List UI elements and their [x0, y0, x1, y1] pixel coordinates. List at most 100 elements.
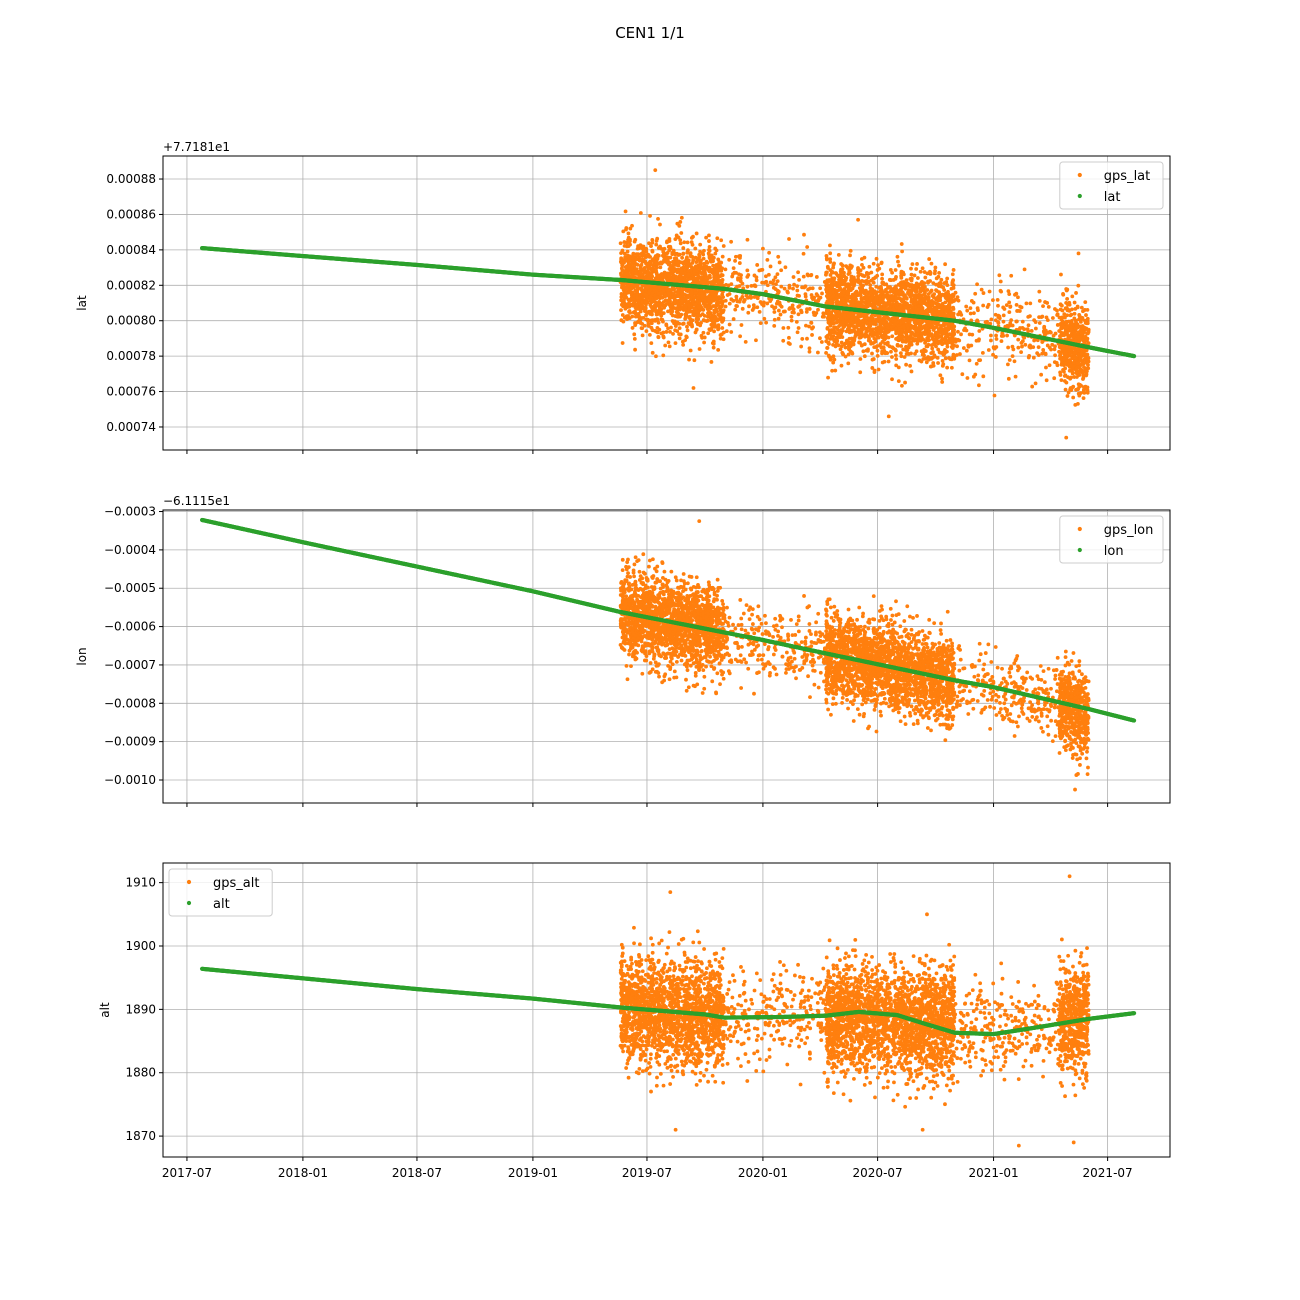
- gps-point: [839, 344, 844, 349]
- gps-point: [862, 326, 867, 331]
- gps-point: [631, 252, 636, 257]
- gps-point: [740, 281, 745, 286]
- gps-point: [961, 346, 966, 350]
- gps-point: [865, 348, 870, 353]
- gps-point: [776, 308, 781, 313]
- gps-point: [872, 370, 877, 374]
- gps-point: [673, 252, 678, 257]
- gps-point: [950, 279, 955, 284]
- gps-point: [723, 304, 728, 309]
- gps-point: [805, 245, 810, 249]
- gps-point: [717, 260, 722, 264]
- gps-point: [707, 233, 711, 238]
- gps-point: [694, 320, 699, 324]
- gps-point: [787, 335, 791, 340]
- gps-point: [706, 331, 711, 336]
- gps-point: [940, 311, 945, 316]
- gps-point: [819, 340, 824, 344]
- gps-point: [928, 270, 933, 275]
- gps-point: [1045, 318, 1050, 322]
- gps-point: [951, 331, 955, 336]
- gps-point: [891, 346, 896, 351]
- gps-point: [902, 285, 907, 290]
- gps-point: [818, 336, 822, 341]
- figure-title: CEN1 1/1: [615, 24, 685, 42]
- gps-point: [701, 318, 706, 322]
- gps-point: [623, 209, 628, 214]
- gps-point: [956, 329, 960, 334]
- gps-point: [981, 374, 986, 379]
- gps-point: [810, 295, 814, 300]
- gps-point: [813, 313, 818, 317]
- gps-point: [898, 351, 903, 356]
- gps-point: [643, 300, 648, 305]
- gps-point: [862, 255, 867, 260]
- gps-point: [720, 302, 725, 307]
- gps-point: [880, 272, 885, 277]
- gps-point: [711, 304, 716, 308]
- gps-point: [885, 351, 890, 355]
- gps-point: [1018, 304, 1023, 309]
- gps-point: [842, 313, 847, 318]
- gps-point: [874, 284, 879, 289]
- gps-point: [894, 275, 898, 279]
- gps-point: [837, 330, 841, 335]
- gps-point: [931, 342, 936, 347]
- gps-point: [968, 311, 973, 316]
- gps-point: [671, 275, 676, 279]
- gps-point: [1016, 295, 1020, 300]
- gps-point: [845, 266, 850, 270]
- gps-point: [691, 295, 696, 299]
- gps-point: [828, 278, 832, 283]
- gps-point: [924, 344, 929, 349]
- gps-point: [1041, 348, 1046, 352]
- gps-point: [715, 236, 720, 241]
- gps-point: [805, 307, 809, 312]
- gps-point: [703, 273, 708, 277]
- gps-point: [668, 330, 672, 334]
- gps-point: [635, 285, 640, 290]
- gps-point: [715, 270, 720, 275]
- gps-point: [881, 280, 886, 285]
- gps-point: [918, 269, 923, 274]
- gps-point: [716, 323, 721, 327]
- gps-point: [662, 246, 667, 251]
- gps-point: [1081, 309, 1085, 314]
- gps-point: [702, 298, 707, 302]
- gps-point: [684, 303, 689, 308]
- gps-point: [719, 283, 724, 288]
- gps-point: [1046, 304, 1051, 309]
- gps-point: [847, 336, 852, 341]
- gps-point: [942, 281, 947, 286]
- gps-point: [661, 353, 666, 358]
- gps-point: [914, 267, 919, 271]
- gps-point: [783, 309, 787, 314]
- gps-point: [830, 314, 834, 319]
- gps-point: [659, 313, 664, 318]
- gps-point: [868, 283, 873, 287]
- gps-point: [836, 252, 841, 257]
- gps-point: [656, 273, 660, 278]
- gps-point: [809, 273, 813, 278]
- gps-point: [764, 274, 768, 279]
- gps-point: [864, 321, 869, 325]
- gps-point: [907, 320, 912, 324]
- gps-point: [828, 289, 832, 294]
- gps-point: [621, 229, 626, 234]
- gps-point: [638, 316, 643, 321]
- gps-point: [650, 240, 655, 245]
- gps-point: [707, 247, 711, 252]
- gps-point: [848, 322, 852, 327]
- gps-point: [762, 316, 767, 321]
- gps-point: [979, 287, 984, 292]
- gps-point: [927, 257, 932, 261]
- gps-point: [916, 276, 920, 280]
- gps-point: [968, 306, 973, 310]
- gps-point: [707, 265, 712, 270]
- gps-point: [629, 286, 634, 291]
- gps-point: [807, 349, 812, 354]
- gps-point: [646, 275, 651, 280]
- gps-point: [628, 226, 633, 231]
- gps-point: [782, 286, 787, 291]
- gps-point: [912, 287, 917, 292]
